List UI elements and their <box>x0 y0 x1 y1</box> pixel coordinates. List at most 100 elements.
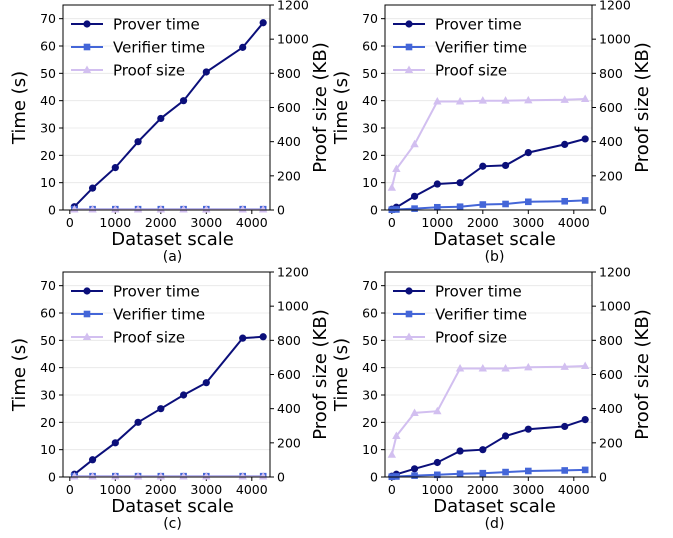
y-tick-label: 70 <box>40 278 56 293</box>
data-point <box>411 472 418 479</box>
y2-tick-label: 400 <box>599 401 623 416</box>
data-point <box>111 204 120 213</box>
data-point <box>524 149 532 157</box>
y-tick-label: 60 <box>40 306 56 321</box>
legend-label: Proof size <box>435 329 507 347</box>
x-tick-label: 1000 <box>421 215 453 230</box>
data-point <box>561 467 569 474</box>
panel-caption: (b) <box>485 249 505 265</box>
data-point <box>456 203 464 211</box>
data-point <box>524 362 533 371</box>
data-point <box>88 204 97 213</box>
y-tick-label: 20 <box>40 415 56 430</box>
x-tick-label: 0 <box>66 215 74 230</box>
x-axis-label: Dataset scale <box>433 229 556 250</box>
x-tick-label: 0 <box>388 482 396 497</box>
y2-tick-label: 1000 <box>599 32 631 47</box>
y-tick-label: 70 <box>40 11 56 26</box>
data-point <box>410 139 419 148</box>
panel-caption: (d) <box>485 516 505 532</box>
data-point <box>410 465 419 473</box>
data-point <box>393 206 400 213</box>
data-point <box>560 95 569 103</box>
y2-tick-label: 800 <box>599 66 623 81</box>
y2-tick-label: 400 <box>599 134 623 149</box>
data-point <box>501 161 510 170</box>
y2-tick-label: 600 <box>277 100 301 115</box>
y-tick-label: 60 <box>40 39 56 54</box>
y2-tick-label: 200 <box>277 168 301 183</box>
y-tick-label: 40 <box>362 93 378 108</box>
data-point <box>258 471 268 480</box>
data-point <box>392 431 401 439</box>
series-line <box>73 335 264 476</box>
chart-panel-b: 0 10 20 30 40 50 60 70 0 200 400 600 800 1000 1200 0 100… <box>331 0 653 265</box>
x-tick-label: 2000 <box>145 482 177 497</box>
chart-panel-a: 0 10 20 30 40 50 60 70 0 200 400 600 800 1000 1200 0 100… <box>9 0 331 265</box>
x-axis-label: Dataset scale <box>433 496 556 517</box>
data-point <box>258 204 268 213</box>
series-prover-time <box>70 333 267 478</box>
data-point <box>501 364 510 372</box>
data-point <box>525 467 532 475</box>
plot-frame <box>62 4 271 211</box>
series-verifier-time <box>388 197 589 214</box>
data-point <box>455 364 465 372</box>
y-tick-label: 60 <box>362 39 378 54</box>
y-tick-label: 0 <box>370 203 378 218</box>
data-point <box>156 204 166 213</box>
x-tick-label: 0 <box>388 215 396 230</box>
legend-marker <box>405 43 413 51</box>
y-axis-label: Time (s) <box>331 338 352 412</box>
data-point <box>455 97 465 105</box>
legend-label: Proof size <box>435 62 507 80</box>
legend-label: Verifier time <box>113 306 205 324</box>
series-proof-size <box>70 204 268 213</box>
plot-frame <box>62 271 271 478</box>
y-tick-label: 20 <box>362 148 378 163</box>
y2-tick-label: 600 <box>277 367 301 382</box>
y-axis-label: Time (s) <box>9 338 30 412</box>
x-tick-label: 2000 <box>467 482 499 497</box>
y-axis-label: Time (s) <box>331 71 352 145</box>
legend-marker <box>83 43 91 51</box>
data-point <box>561 422 569 431</box>
data-point <box>239 43 247 51</box>
y2-tick-label: 0 <box>599 203 607 218</box>
y2-tick-label: 200 <box>599 168 623 183</box>
legend-label: Proof size <box>113 62 185 80</box>
plot-frame <box>384 271 593 478</box>
data-point <box>410 408 419 416</box>
data-point <box>157 114 165 123</box>
chart-panel-c: 0 10 20 30 40 50 60 70 0 200 400 600 800 1000 1200 0 100… <box>9 265 331 533</box>
legend: Prover time Verifier time Proof size <box>393 283 527 347</box>
data-point <box>392 164 401 172</box>
y2-tick-label: 1000 <box>277 32 309 47</box>
data-point <box>179 204 188 213</box>
legend: Prover time Verifier time Proof size <box>393 16 527 80</box>
y2-tick-label: 0 <box>599 470 607 485</box>
y2-tick-label: 800 <box>277 333 301 348</box>
data-point <box>456 470 464 478</box>
data-point <box>179 97 188 105</box>
data-point <box>70 204 79 213</box>
data-point <box>411 205 418 212</box>
legend-marker <box>82 65 92 73</box>
data-point <box>88 456 97 464</box>
data-point <box>111 439 119 447</box>
y-tick-label: 20 <box>362 415 378 430</box>
data-point <box>70 471 79 480</box>
data-point <box>501 96 510 104</box>
data-point <box>239 334 247 342</box>
legend-marker <box>405 20 413 28</box>
x-tick-label: 3000 <box>190 215 222 230</box>
data-point <box>202 471 211 480</box>
legend-label: Prover time <box>113 283 200 301</box>
series-line <box>391 137 586 211</box>
x-tick-label: 4000 <box>236 215 268 230</box>
data-point <box>478 96 488 104</box>
data-point <box>434 471 441 479</box>
y2-tick-label: 200 <box>277 435 301 450</box>
series-line <box>391 468 586 478</box>
